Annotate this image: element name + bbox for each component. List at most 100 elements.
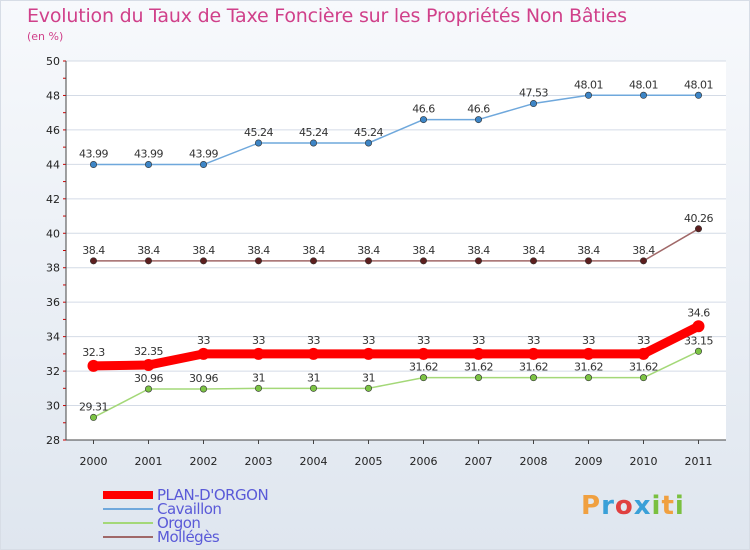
data-label: 48.01 [684, 78, 713, 91]
data-label: 31.62 [519, 361, 548, 374]
y-tick-label: 40 [46, 227, 60, 240]
data-label: 33 [527, 334, 540, 347]
legend-swatch [103, 491, 153, 499]
data-point [694, 91, 702, 99]
data-label: 46.6 [412, 103, 435, 116]
data-point [474, 374, 482, 382]
data-label: 33.15 [684, 334, 713, 347]
data-point [694, 347, 702, 355]
x-tick-label: 2001 [135, 455, 163, 468]
data-label: 31 [362, 371, 375, 384]
data-label: 38.4 [192, 244, 215, 257]
x-tick-label: 2000 [80, 455, 108, 468]
data-label: 31 [307, 371, 320, 384]
data-point [255, 139, 263, 147]
data-point [527, 347, 540, 360]
series-line-orgon [93, 350, 699, 419]
data-point [362, 347, 375, 360]
data-point [309, 384, 317, 392]
data-point [252, 347, 265, 360]
data-label: 38.4 [522, 244, 545, 257]
data-point [90, 413, 98, 421]
legend-swatch [103, 508, 153, 510]
x-tick-label: 2007 [465, 455, 493, 468]
data-point [309, 139, 317, 147]
proxiti-logo: Proxiti [581, 491, 685, 521]
legend-label: Orgon [157, 514, 201, 532]
logo-letter: P [581, 491, 602, 521]
data-label: 38.4 [577, 244, 600, 257]
data-point [694, 225, 702, 233]
data-label: 38.4 [82, 244, 105, 257]
series-line-plan-d-orgon [93, 322, 701, 371]
data-point [419, 374, 427, 382]
data-point [309, 257, 317, 265]
data-label: 38.4 [412, 244, 435, 257]
data-point [145, 161, 153, 169]
line-chart: 28 30 32 34 36 38 40 42 44 46 48 50 2000 2001 2002 2003… [46, 55, 726, 468]
y-tick-label: 42 [46, 193, 60, 206]
data-point [90, 257, 98, 265]
legend-label: PLAN-D'ORGON [157, 486, 269, 504]
data-point [529, 100, 537, 108]
y-tick-label: 38 [46, 262, 60, 275]
data-label: 38.4 [247, 244, 270, 257]
data-label: 40.26 [684, 212, 713, 225]
data-point [307, 347, 320, 360]
data-label: 48.01 [574, 78, 603, 91]
data-label: 33 [417, 334, 430, 347]
data-label: 33 [362, 334, 375, 347]
data-point [145, 257, 153, 265]
data-label: 31.62 [464, 361, 493, 374]
data-point [584, 91, 592, 99]
data-label: 30.96 [189, 372, 218, 385]
y-tick-label: 48 [46, 89, 60, 102]
data-point [419, 257, 427, 265]
y-tick-label: 50 [46, 55, 60, 68]
legend-label: Mollégès [157, 528, 220, 546]
y-tick-label: 28 [46, 434, 60, 447]
data-label: 30.96 [134, 372, 163, 385]
data-point [584, 374, 592, 382]
data-point [364, 139, 372, 147]
logo-letter: i [651, 491, 662, 521]
data-label: 45.24 [299, 126, 328, 139]
data-label: 48.01 [629, 78, 658, 91]
logo-letter: t [661, 491, 675, 521]
data-point [472, 347, 485, 360]
data-label: 38.4 [632, 244, 655, 257]
data-point [87, 359, 100, 372]
series-line-cavaillon [93, 94, 699, 166]
data-label: 29.31 [79, 400, 108, 413]
data-point [200, 385, 208, 393]
data-point [639, 257, 647, 265]
data-point [584, 257, 592, 265]
data-label: 46.6 [467, 103, 490, 116]
data-label: 33 [197, 334, 210, 347]
y-tick-label: 36 [46, 296, 60, 309]
data-label: 45.24 [354, 126, 383, 139]
data-point [529, 374, 537, 382]
x-tick-label: 2004 [300, 455, 328, 468]
y-tick-label: 30 [46, 400, 60, 413]
data-label: 32.35 [134, 345, 163, 358]
logo-letter: i [674, 491, 685, 521]
data-point [255, 257, 263, 265]
data-label: 47.53 [519, 87, 548, 100]
y-tick-label: 44 [46, 158, 60, 171]
data-label: 34.6 [687, 306, 710, 319]
data-point [145, 385, 153, 393]
legend-swatch [103, 522, 153, 524]
data-point [474, 116, 482, 124]
data-label: 38.4 [467, 244, 490, 257]
data-point [474, 257, 482, 265]
y-tick-label: 34 [46, 331, 60, 344]
data-point [200, 161, 208, 169]
data-label: 33 [252, 334, 265, 347]
chart-title: Evolution du Taux de Taxe Foncière sur l… [27, 5, 627, 27]
data-label: 45.24 [244, 126, 273, 139]
data-point [582, 347, 595, 360]
legend-label: Cavaillon [157, 500, 222, 518]
data-point [364, 257, 372, 265]
